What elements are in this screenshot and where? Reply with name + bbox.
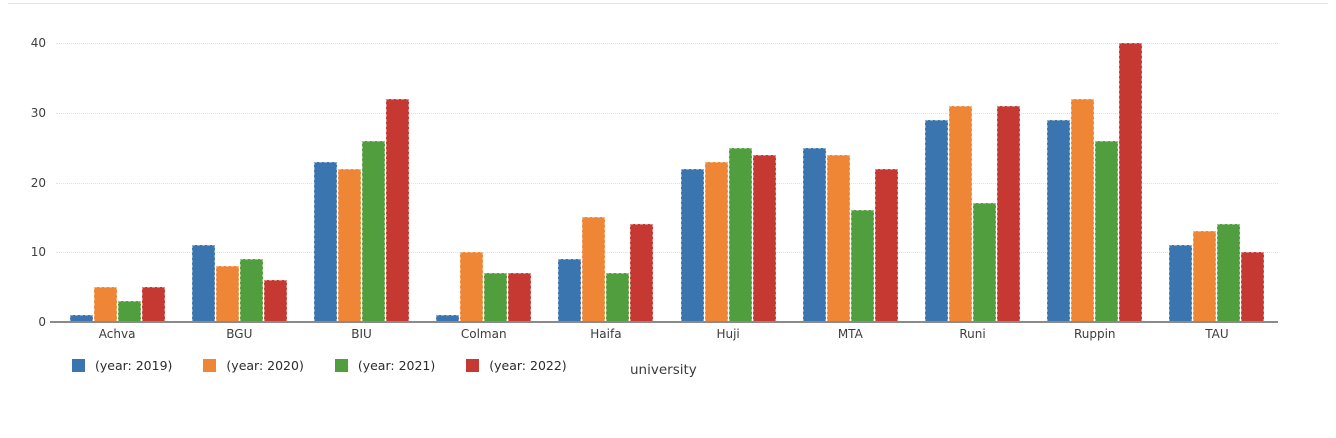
bar-group	[1034, 0, 1156, 322]
bar	[949, 105, 973, 322]
bar	[704, 161, 728, 322]
bar-group	[667, 0, 789, 322]
bar-cluster	[191, 245, 287, 322]
bar	[1071, 98, 1095, 322]
legend-label: (year: 2022)	[489, 358, 567, 373]
x-axis-tick-label: Haifa	[590, 327, 622, 341]
bar-group	[789, 0, 911, 322]
x-axis-title: university	[630, 362, 697, 378]
bar	[141, 287, 165, 322]
bar-cluster	[680, 147, 776, 322]
legend-item: (year: 2021)	[334, 358, 436, 373]
bar	[802, 147, 826, 322]
y-axis-tick-label: 0	[38, 315, 46, 329]
top-divider-line	[8, 3, 1328, 4]
bar-group	[545, 0, 667, 322]
legend: (year: 2019) (year: 2020) (year: 2021) (yea…	[72, 358, 567, 373]
legend-label: (year: 2021)	[357, 358, 436, 373]
legend-label: (year: 2020)	[226, 358, 304, 373]
bar	[460, 252, 484, 322]
y-axis-tick-label: 10	[30, 245, 46, 260]
bar	[436, 315, 460, 322]
bar	[314, 161, 337, 322]
bar	[728, 147, 752, 322]
x-axis-tick-label: Achva	[98, 327, 136, 341]
gridline	[56, 252, 1278, 254]
bar	[680, 168, 704, 322]
legend-swatch	[334, 359, 348, 372]
bar	[386, 98, 409, 322]
bar	[874, 168, 898, 322]
bar	[362, 140, 385, 322]
bar-cluster	[436, 252, 532, 322]
legend-item: (year: 2020)	[203, 358, 304, 373]
bar	[1217, 224, 1241, 322]
bar	[508, 273, 532, 322]
y-axis-tick-label: 40	[30, 36, 46, 50]
bar-group	[56, 0, 178, 322]
x-axis-baseline	[50, 321, 1278, 323]
bar	[1241, 252, 1265, 322]
bar-cluster	[314, 98, 409, 322]
bar	[338, 168, 361, 322]
bar	[752, 154, 776, 322]
bar	[1119, 43, 1143, 322]
x-axis-tick-label: MTA	[837, 327, 863, 341]
legend-item: (year: 2022)	[466, 358, 567, 373]
bar	[997, 105, 1021, 322]
gridline	[56, 182, 1278, 184]
legend-label: (year: 2019)	[95, 358, 173, 373]
bar-groups-layer	[56, 0, 1278, 322]
legend-swatch	[203, 359, 217, 372]
gridline	[56, 43, 1278, 44]
bar-cluster	[1047, 43, 1143, 322]
bar-group	[423, 0, 545, 322]
bar-group	[911, 0, 1033, 322]
bar	[582, 217, 606, 322]
bar-group	[300, 0, 422, 322]
y-axis-tick-label: 20	[30, 175, 46, 190]
bar	[191, 245, 215, 322]
bar-cluster	[925, 105, 1021, 322]
bar	[558, 259, 582, 322]
bar-cluster	[1169, 224, 1265, 322]
bar-cluster	[69, 287, 165, 322]
x-axis-tick-label: BIU	[351, 327, 372, 341]
bar	[1169, 245, 1193, 322]
bar	[606, 273, 630, 322]
bar	[925, 119, 949, 322]
bar	[630, 224, 654, 322]
bar	[826, 154, 850, 322]
bar	[973, 203, 997, 322]
x-axis-tick-label: Ruppin	[1073, 327, 1116, 341]
legend-item: (year: 2019)	[72, 358, 172, 373]
bar-cluster	[558, 217, 654, 322]
x-axis-tick-label: TAU	[1205, 327, 1229, 341]
legend-swatch	[72, 359, 85, 372]
x-axis-tick-label: BGU	[226, 327, 253, 341]
plot-area	[56, 0, 1278, 322]
bar	[850, 210, 874, 322]
x-axis-tick-label: Runi	[959, 327, 986, 341]
x-axis-tick-label: Huji	[716, 327, 740, 341]
bar	[484, 273, 508, 322]
bar	[93, 287, 117, 322]
bar-group	[1156, 0, 1278, 322]
legend-swatch	[466, 359, 480, 372]
bar	[263, 280, 287, 322]
bar	[239, 259, 263, 322]
x-axis-tick-labels: Achva BGU BIU Colman Haifa Huji MTA Runi Ruppin T…	[56, 327, 1278, 342]
bar	[69, 315, 93, 322]
bar	[117, 301, 141, 322]
bar	[215, 266, 239, 322]
bar	[1047, 119, 1071, 322]
y-axis-tick-label: 30	[30, 105, 46, 120]
bar-group	[178, 0, 300, 322]
x-axis-tick-label: Colman	[460, 327, 507, 341]
bar-cluster	[802, 147, 898, 322]
bar	[1095, 140, 1119, 322]
bar	[1193, 231, 1217, 322]
gridline	[56, 112, 1278, 114]
